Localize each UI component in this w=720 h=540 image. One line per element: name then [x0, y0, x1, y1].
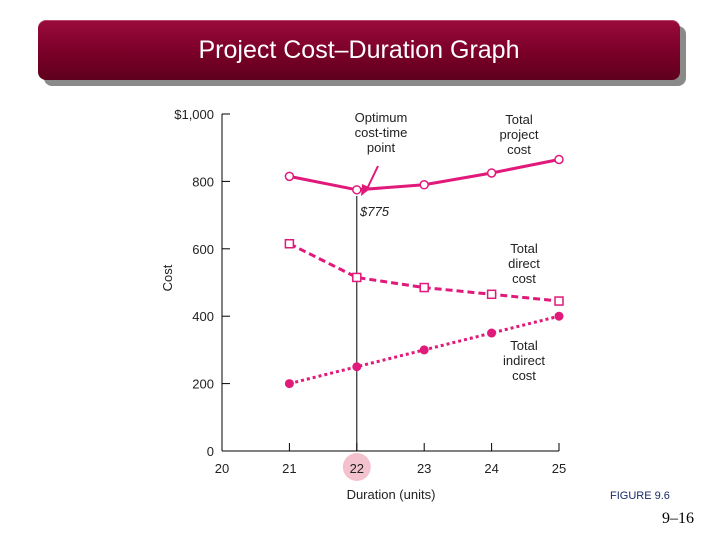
- slide-title: Project Cost–Duration Graph: [198, 36, 520, 64]
- total-indirect-cost-label: Total: [510, 338, 538, 353]
- y-tick-label: 200: [192, 377, 214, 392]
- x-tick-label: 23: [417, 461, 431, 476]
- optimum-label: cost-time: [355, 125, 408, 140]
- total-project-cost-point: [554, 154, 564, 165]
- x-tick-label: 22: [350, 461, 364, 476]
- x-tick-highlight: [342, 453, 371, 481]
- optimum-label: Optimum: [355, 110, 408, 125]
- total-direct-cost-label: direct: [508, 256, 540, 271]
- optimum-value-label: $775: [359, 204, 390, 219]
- total-project-cost-point: [284, 171, 295, 182]
- total-direct-cost-label: cost: [512, 271, 536, 286]
- y-tick-label: 400: [192, 309, 214, 324]
- y-tick-label: 0: [207, 444, 214, 459]
- page-number: 9–16: [662, 510, 694, 527]
- total-direct-cost-point: [486, 289, 497, 300]
- total-project-cost-label: cost: [507, 142, 531, 157]
- total-direct-cost-point: [352, 272, 362, 283]
- total-indirect-cost-label: cost: [512, 368, 536, 383]
- total-indirect-cost-point: [419, 345, 429, 355]
- total-direct-cost-point: [419, 282, 429, 293]
- total-project-cost-point: [419, 180, 429, 190]
- total-indirect-cost-point: [284, 379, 294, 389]
- total-project-cost-point: [352, 185, 362, 195]
- y-axis-label: Cost: [160, 264, 175, 291]
- total-indirect-cost-label: indirect: [503, 353, 545, 368]
- y-tick-label: $1,000: [174, 107, 214, 122]
- optimum-arrow-head: [361, 184, 371, 196]
- x-tick-label: 24: [484, 461, 498, 476]
- total-indirect-cost-point: [352, 362, 362, 372]
- x-tick-label: 25: [552, 461, 566, 476]
- y-tick-label: 800: [192, 174, 214, 189]
- total-direct-cost-label: Total: [510, 241, 538, 256]
- total-project-cost-point: [486, 168, 497, 178]
- total-project-cost-label: Total: [505, 112, 533, 127]
- x-tick-label: 20: [215, 461, 229, 476]
- total-direct-cost-point: [284, 238, 295, 249]
- y-tick-label: 600: [192, 242, 214, 257]
- total-project-cost-label: project: [499, 127, 538, 142]
- x-axis-label: Duration (units): [347, 487, 436, 502]
- total-indirect-cost-point: [487, 328, 497, 338]
- x-tick-label: 21: [282, 461, 296, 476]
- figure-label: FIGURE 9.6: [610, 490, 670, 502]
- optimum-label: point: [367, 140, 396, 155]
- total-direct-cost-point: [554, 296, 564, 306]
- title-banner: Project Cost–Duration Graph: [38, 20, 680, 80]
- total-indirect-cost-point: [554, 311, 564, 321]
